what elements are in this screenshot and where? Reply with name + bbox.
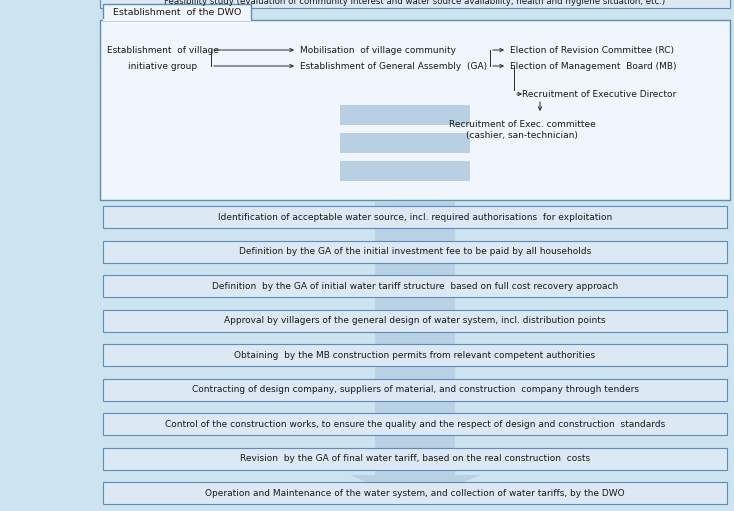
Text: Establishment of General Assembly  (GA): Establishment of General Assembly (GA): [300, 61, 487, 71]
FancyBboxPatch shape: [340, 105, 470, 125]
Text: initiative group: initiative group: [128, 61, 197, 71]
FancyBboxPatch shape: [103, 344, 727, 366]
Text: Recruitment of Exec. committee
(cashier, san-technician): Recruitment of Exec. committee (cashier,…: [448, 120, 595, 140]
Text: Election of Revision Committee (RC): Election of Revision Committee (RC): [510, 45, 674, 55]
FancyBboxPatch shape: [103, 206, 727, 228]
FancyBboxPatch shape: [103, 4, 251, 20]
Text: Mobilisation  of village community: Mobilisation of village community: [300, 45, 456, 55]
Text: Identification of acceptable water source, incl. required authorisations  for ex: Identification of acceptable water sourc…: [218, 213, 612, 221]
Text: Contracting of design company, suppliers of material, and construction  company : Contracting of design company, suppliers…: [192, 385, 639, 394]
FancyBboxPatch shape: [103, 241, 727, 263]
Text: Approval by villagers of the general design of water system, incl. distribution : Approval by villagers of the general des…: [225, 316, 606, 325]
Text: Control of the construction works, to ensure the quality and the respect of desi: Control of the construction works, to en…: [165, 420, 665, 429]
Text: Definition  by the GA of initial water tariff structure  based on full cost reco: Definition by the GA of initial water ta…: [212, 282, 618, 290]
Text: Definition by the GA of the initial investment fee to be paid by all households: Definition by the GA of the initial inve…: [239, 247, 591, 256]
FancyBboxPatch shape: [100, 20, 730, 200]
FancyBboxPatch shape: [103, 448, 727, 470]
Text: Recruitment of Executive Director: Recruitment of Executive Director: [522, 89, 676, 99]
FancyBboxPatch shape: [100, 0, 730, 8]
Text: Operation and Maintenance of the water system, and collection of water tariffs, : Operation and Maintenance of the water s…: [206, 489, 625, 498]
FancyBboxPatch shape: [103, 413, 727, 435]
Text: Revision  by the GA of final water tariff, based on the real construction  costs: Revision by the GA of final water tariff…: [240, 454, 590, 463]
FancyBboxPatch shape: [103, 310, 727, 332]
FancyBboxPatch shape: [103, 482, 727, 504]
FancyBboxPatch shape: [340, 133, 470, 153]
FancyBboxPatch shape: [103, 379, 727, 401]
Text: Establishment  of village: Establishment of village: [107, 45, 219, 55]
Text: Obtaining  by the MB construction permits from relevant competent authorities: Obtaining by the MB construction permits…: [234, 351, 595, 360]
FancyBboxPatch shape: [340, 161, 470, 181]
Text: Election of Management  Board (MB): Election of Management Board (MB): [510, 61, 677, 71]
Text: Feasibility study (evaluation of community interest and water source availabilit: Feasibility study (evaluation of communi…: [164, 0, 666, 6]
Text: Establishment  of the DWO: Establishment of the DWO: [113, 8, 241, 16]
Polygon shape: [350, 202, 480, 503]
FancyBboxPatch shape: [103, 275, 727, 297]
